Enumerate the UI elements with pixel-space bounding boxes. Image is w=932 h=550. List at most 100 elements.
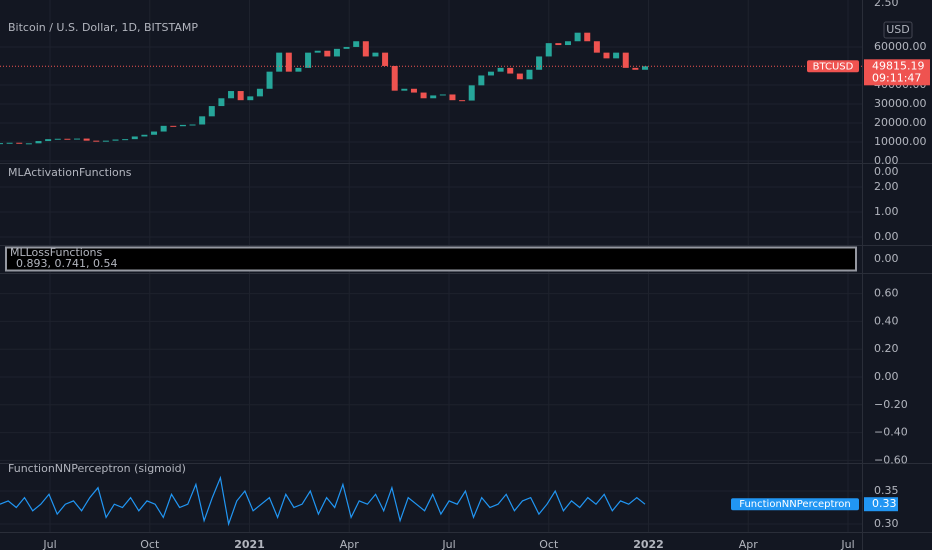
price-tick-label: −0.20 bbox=[874, 398, 908, 411]
candle bbox=[305, 52, 312, 68]
candle bbox=[632, 67, 639, 70]
candle bbox=[237, 91, 244, 101]
candle bbox=[25, 143, 32, 145]
price-tick-label: 0.00 bbox=[874, 230, 899, 243]
price-tick-label: 0.00 bbox=[874, 154, 899, 167]
candle bbox=[622, 52, 629, 68]
candle bbox=[131, 136, 138, 140]
axis-labels: Jul Oct 2021 Apr Jul Oct 2022 Apr Jul 0.00 10000.0… bbox=[42, 40, 930, 550]
candle bbox=[228, 91, 235, 99]
candle bbox=[74, 138, 81, 140]
series-name-label: BTCUSD bbox=[813, 61, 854, 72]
price-label-box bbox=[807, 60, 859, 73]
main-title: Bitcoin / U.S. Dollar, 1D, BITSTAMP bbox=[8, 21, 198, 34]
candle bbox=[16, 142, 23, 144]
candle bbox=[151, 131, 158, 135]
candle bbox=[285, 52, 292, 72]
candle bbox=[208, 106, 215, 117]
price-tick-label: 0.20 bbox=[874, 342, 899, 355]
candle bbox=[256, 88, 263, 97]
candle bbox=[102, 140, 109, 142]
candle bbox=[362, 41, 369, 57]
currency[interactable]: USD bbox=[886, 23, 910, 36]
candle bbox=[536, 56, 543, 70]
candle bbox=[516, 73, 523, 80]
perceptron-title: FunctionNNPerceptron (sigmoid) bbox=[8, 462, 186, 475]
price-tick-label: 0.40 bbox=[874, 314, 899, 327]
candle bbox=[141, 134, 148, 137]
loss-title: MLLossFunctions bbox=[10, 246, 103, 259]
candle bbox=[372, 52, 379, 57]
last-price: 49815.19 bbox=[872, 59, 925, 72]
price-tick-label: 20000.00 bbox=[874, 116, 927, 129]
candle bbox=[160, 125, 167, 132]
time-tick-label: Jul bbox=[441, 538, 455, 550]
candle bbox=[410, 88, 417, 93]
time-tick-label: 2021 bbox=[234, 538, 265, 550]
value-label-box bbox=[864, 497, 898, 512]
candle bbox=[430, 95, 437, 99]
candle bbox=[545, 43, 552, 57]
candle bbox=[93, 140, 100, 142]
candle bbox=[218, 98, 225, 107]
series-label-box bbox=[731, 498, 859, 511]
candle bbox=[45, 139, 52, 142]
candle bbox=[247, 96, 254, 101]
price-tick-label: −0.40 bbox=[874, 426, 908, 439]
candle bbox=[314, 50, 321, 53]
candle bbox=[391, 65, 398, 91]
candle bbox=[420, 92, 427, 99]
time-tick-label: Jul bbox=[42, 538, 56, 550]
price-tick-label: 60000.00 bbox=[874, 40, 927, 53]
price-label-box bbox=[864, 59, 930, 86]
top-label: 2.50 bbox=[874, 0, 899, 9]
candle bbox=[401, 88, 408, 91]
candle bbox=[459, 100, 466, 102]
candle bbox=[276, 52, 283, 72]
candle bbox=[574, 32, 581, 42]
candle bbox=[179, 124, 186, 127]
candle bbox=[295, 67, 302, 72]
candle bbox=[54, 138, 61, 140]
candle bbox=[199, 116, 206, 125]
candle bbox=[497, 67, 504, 72]
time-tick-label: Apr bbox=[739, 538, 759, 550]
activation-top-label: 0.00 bbox=[874, 165, 899, 178]
candle bbox=[613, 52, 620, 59]
candle bbox=[189, 124, 196, 126]
candle bbox=[593, 41, 600, 53]
candle bbox=[35, 141, 42, 144]
candle bbox=[507, 67, 514, 74]
candle bbox=[83, 138, 90, 141]
candle bbox=[353, 41, 360, 47]
candle bbox=[468, 85, 475, 101]
candle bbox=[642, 66, 648, 70]
candle bbox=[0, 143, 3, 145]
price-tick-label: −0.60 bbox=[874, 453, 908, 466]
candle bbox=[382, 52, 389, 66]
time-tick-label: Oct bbox=[539, 538, 559, 550]
price-tick-label: 0.00 bbox=[874, 370, 899, 383]
candle bbox=[478, 75, 485, 86]
activation-title: MLActivationFunctions bbox=[8, 166, 132, 179]
price-tick-label: 10000.00 bbox=[874, 135, 927, 148]
loss-output: 0.893, 0.741, 0.54 bbox=[16, 257, 117, 270]
time-tick-label: 2022 bbox=[633, 538, 664, 550]
candle bbox=[449, 94, 456, 101]
candle bbox=[603, 52, 610, 59]
candle bbox=[555, 43, 562, 46]
price-tick-label: 30000.00 bbox=[874, 97, 927, 110]
candle bbox=[526, 69, 533, 80]
series-name-label: FunctionNNPerceptron bbox=[739, 499, 850, 510]
candle bbox=[324, 50, 331, 57]
currency-box[interactable] bbox=[883, 21, 913, 39]
candle bbox=[439, 94, 446, 96]
candle bbox=[266, 71, 273, 89]
loss-output-box bbox=[5, 246, 857, 272]
candle bbox=[122, 139, 129, 141]
candle bbox=[170, 125, 177, 127]
time-tick-label: Jul bbox=[840, 538, 854, 550]
price-tick-label: 0.60 bbox=[874, 287, 899, 300]
